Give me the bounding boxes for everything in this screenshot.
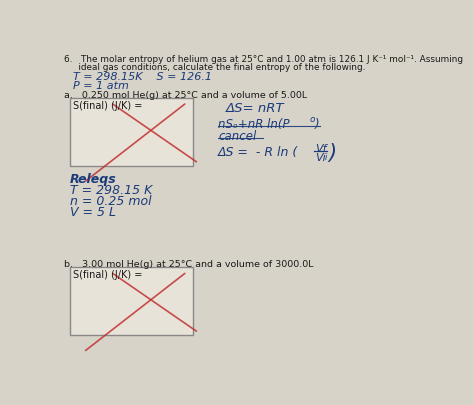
Text: ΔS =  - R ln (: ΔS = - R ln ( bbox=[218, 146, 298, 160]
Text: ideal gas conditions, calculate the final entropy of the following.: ideal gas conditions, calculate the fina… bbox=[64, 63, 365, 72]
Text: S(final) (J/K) =: S(final) (J/K) = bbox=[73, 271, 143, 280]
Text: P = 1 atm: P = 1 atm bbox=[73, 81, 129, 91]
Text: ΔS= nRT: ΔS= nRT bbox=[226, 102, 284, 115]
Text: Releqs: Releqs bbox=[70, 173, 117, 186]
Text: Vi: Vi bbox=[315, 153, 326, 162]
Text: S(final) (J/K) =: S(final) (J/K) = bbox=[73, 101, 143, 111]
Text: ): ) bbox=[328, 143, 336, 162]
Text: V = 5 L: V = 5 L bbox=[70, 206, 116, 219]
Text: nSₒ+nR ln(P: nSₒ+nR ln(P bbox=[218, 118, 290, 131]
Bar bbox=[70, 267, 192, 335]
Text: ): ) bbox=[315, 118, 319, 131]
Text: cancel: cancel bbox=[218, 130, 256, 143]
Bar bbox=[70, 98, 192, 166]
Text: b.   3.00 mol He(g) at 25°C and a volume of 3000.0L: b. 3.00 mol He(g) at 25°C and a volume o… bbox=[64, 260, 313, 269]
Text: i: i bbox=[324, 153, 327, 162]
Text: Vf: Vf bbox=[315, 144, 327, 154]
Text: n = 0.25 mol: n = 0.25 mol bbox=[70, 195, 152, 208]
Text: T = 298.15 K: T = 298.15 K bbox=[70, 184, 153, 197]
Text: 6.   The molar entropy of helium gas at 25°C and 1.00 atm is 126.1 J K⁻¹ mol⁻¹. : 6. The molar entropy of helium gas at 25… bbox=[64, 55, 463, 64]
Text: o: o bbox=[310, 115, 315, 124]
Text: a.   0.250 mol He(g) at 25°C and a volume of 5.00L: a. 0.250 mol He(g) at 25°C and a volume … bbox=[64, 91, 307, 100]
Text: T = 298.15K    S = 126.1: T = 298.15K S = 126.1 bbox=[73, 72, 212, 82]
